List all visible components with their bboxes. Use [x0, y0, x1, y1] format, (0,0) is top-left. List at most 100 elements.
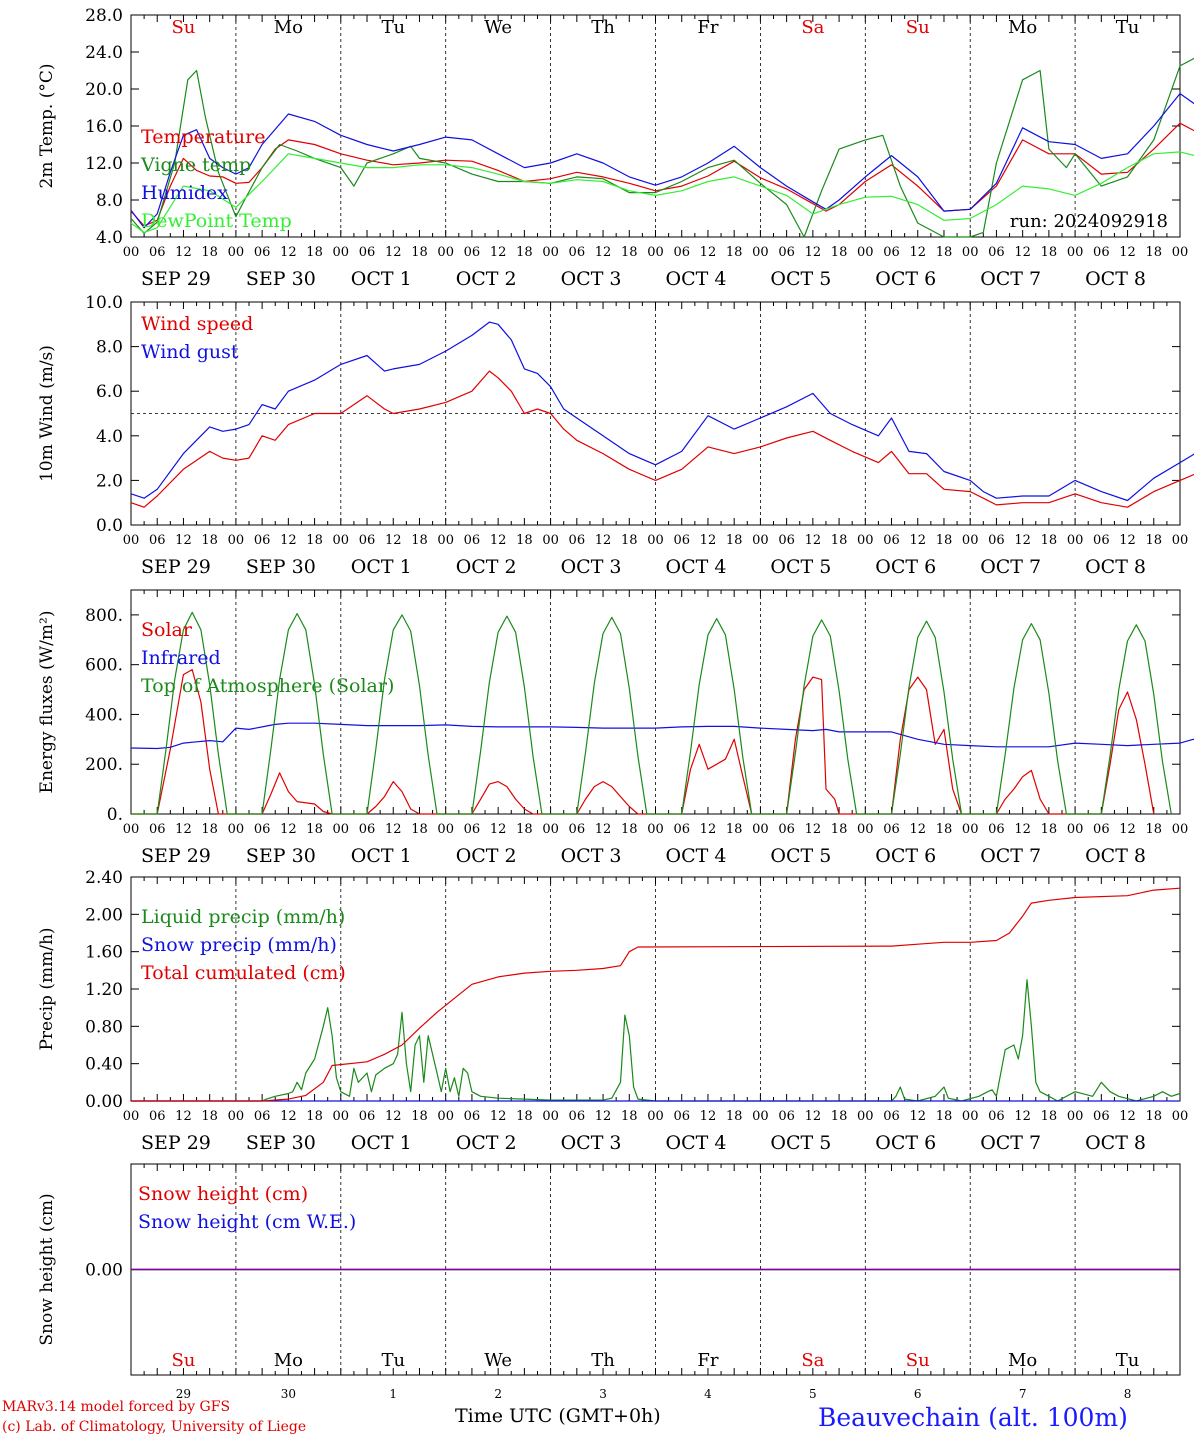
- panel-5: 0.00 Snow height (cm) Snow height (cm) Snow…: [37, 1163, 1181, 1401]
- date-label: OCT 6: [875, 268, 936, 290]
- hour-label: 06: [149, 1109, 166, 1124]
- hour-label: 12: [490, 245, 507, 260]
- hour-label: 12: [1014, 245, 1031, 260]
- hour-label: 12: [280, 533, 297, 548]
- hour-label: 12: [700, 1109, 717, 1124]
- y-tick-label: 20.0: [85, 80, 123, 100]
- panel-1: 4.0 8.0 12.0 16.0 20.0 24.0 28.0 2m Temp. (°C) T…: [37, 6, 1194, 290]
- hour-label: 00: [962, 245, 979, 260]
- hour-label: 00: [647, 822, 664, 837]
- hour-label: 00: [542, 245, 559, 260]
- legend-entry: Temperature: [141, 126, 265, 148]
- y-axis-label: Precip (mm/h): [37, 927, 57, 1050]
- hour-label: 12: [280, 245, 297, 260]
- legend-entry: DewPoint Temp: [141, 210, 292, 232]
- hour-label: 06: [883, 822, 900, 837]
- hour-label: 00: [857, 245, 874, 260]
- day-of-week-label: Tu: [1116, 17, 1140, 38]
- hour-label: 06: [149, 245, 166, 260]
- hour-label: 06: [883, 245, 900, 260]
- hour-label: 06: [464, 822, 481, 837]
- hour-label: 12: [805, 822, 822, 837]
- hour-label: 00: [228, 245, 245, 260]
- day-number-label: 29: [176, 1387, 191, 1401]
- y-tick-label: 4.0: [96, 228, 123, 248]
- date-label: SEP 29: [141, 268, 211, 290]
- hour-label: 00: [857, 533, 874, 548]
- date-label: SEP 30: [246, 268, 316, 290]
- hour-label: 00: [857, 1109, 874, 1124]
- y-axis-label: Energy fluxes (W/m²): [37, 611, 57, 794]
- hour-label: 12: [385, 1109, 402, 1124]
- hour-label: 12: [175, 1109, 192, 1124]
- date-label: OCT 5: [770, 845, 831, 867]
- x-axis-title: Time UTC (GMT+0h): [455, 1405, 661, 1427]
- series-line: [130, 122, 1194, 227]
- hour-label: 18: [1146, 1109, 1163, 1124]
- series-line: [130, 370, 1194, 508]
- hour-label: 06: [569, 245, 586, 260]
- date-label: SEP 29: [141, 556, 211, 578]
- hour-label: 12: [175, 822, 192, 837]
- hour-label: 00: [333, 245, 350, 260]
- date-label: OCT 6: [875, 1132, 936, 1154]
- day-of-week-label: Su: [171, 1350, 195, 1371]
- y-tick-label: 24.0: [85, 43, 123, 63]
- date-label: OCT 5: [770, 1132, 831, 1154]
- hour-label: 00: [542, 1109, 559, 1124]
- hour-label: 06: [778, 822, 795, 837]
- hour-label: 06: [778, 533, 795, 548]
- hour-label: 18: [1041, 1109, 1058, 1124]
- hour-label: 18: [726, 533, 743, 548]
- y-tick-label: 400.: [85, 705, 123, 725]
- date-label: SEP 30: [246, 556, 316, 578]
- hour-label: 00: [962, 533, 979, 548]
- day-of-week-label: Th: [591, 17, 615, 38]
- hour-label: 18: [516, 533, 533, 548]
- series-line: [130, 151, 1194, 233]
- hour-label: 18: [411, 245, 428, 260]
- series-line: [130, 722, 1194, 750]
- hour-label: 00: [228, 533, 245, 548]
- hour-label: 18: [831, 1109, 848, 1124]
- hour-label: 18: [306, 245, 323, 260]
- hour-label: 18: [516, 1109, 533, 1124]
- series-line: [130, 57, 1194, 238]
- y-tick-label: 1.60: [85, 943, 123, 963]
- day-of-week-label: Tu: [381, 1350, 405, 1371]
- hour-label: 00: [123, 533, 140, 548]
- hour-label: 12: [1014, 1109, 1031, 1124]
- day-of-week-label: Tu: [1116, 1350, 1140, 1371]
- date-label: OCT 1: [351, 1132, 412, 1154]
- hour-label: 06: [988, 245, 1005, 260]
- date-label: OCT 4: [666, 556, 727, 578]
- day-of-week-label: Fr: [697, 17, 718, 38]
- hour-label: 18: [936, 533, 953, 548]
- hour-label: 12: [490, 533, 507, 548]
- day-number-label: 2: [494, 1387, 502, 1401]
- hour-label: 18: [936, 1109, 953, 1124]
- hour-label: 00: [123, 822, 140, 837]
- hour-label: 00: [437, 245, 454, 260]
- hour-label: 12: [909, 822, 926, 837]
- day-number-label: 7: [1019, 1387, 1027, 1401]
- hour-label: 06: [1093, 245, 1110, 260]
- hour-label: 18: [831, 245, 848, 260]
- y-tick-label: 0.: [107, 805, 123, 825]
- hour-label: 00: [1067, 245, 1084, 260]
- series-line: [131, 887, 1181, 1102]
- hour-label: 12: [909, 1109, 926, 1124]
- date-label: OCT 8: [1085, 268, 1146, 290]
- legend-entry: Snow height (cm): [138, 1183, 308, 1205]
- hour-label: 18: [1146, 822, 1163, 837]
- day-number-label: 8: [1124, 1387, 1132, 1401]
- hour-label: 12: [805, 1109, 822, 1124]
- hour-label: 18: [1146, 533, 1163, 548]
- hour-label: 12: [1119, 245, 1136, 260]
- y-tick-label: 2.40: [85, 868, 123, 888]
- hour-label: 18: [411, 1109, 428, 1124]
- hour-label: 00: [228, 822, 245, 837]
- hour-label: 18: [726, 1109, 743, 1124]
- date-label: OCT 8: [1085, 845, 1146, 867]
